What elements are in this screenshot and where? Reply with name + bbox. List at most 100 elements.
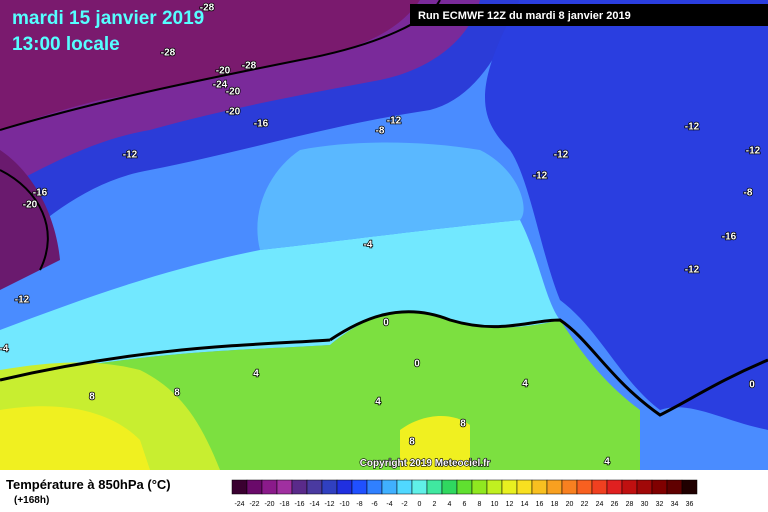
scale-tick-label: 20	[566, 501, 574, 508]
contour-label: -20	[216, 66, 231, 77]
contour-label: -12	[685, 265, 700, 276]
contour-label: 4	[375, 397, 381, 408]
scale-tick-label: 14	[521, 501, 529, 508]
contour-label: 4	[253, 369, 259, 380]
run-info: Run ECMWF 12Z du mardi 8 janvier 2019	[418, 10, 631, 22]
scale-tick-label: 24	[596, 501, 604, 508]
scale-swatch	[261, 479, 278, 495]
contour-label: -16	[33, 188, 48, 199]
contour-label: 0	[749, 380, 755, 391]
contour-label: 4	[522, 379, 528, 390]
contour-label: -24	[213, 80, 228, 91]
contour-label: -12	[533, 171, 548, 182]
scale-tick-label: -8	[356, 501, 362, 508]
scale-swatch	[606, 479, 623, 495]
scale-tick-label: -2	[401, 501, 407, 508]
contour-label: 8	[460, 419, 466, 430]
band-cool-north	[257, 142, 524, 250]
scale-swatch	[306, 479, 323, 495]
scale-tick-label: -24	[234, 501, 244, 508]
scale-swatch	[621, 479, 638, 495]
scale-swatch	[681, 479, 698, 495]
scale-swatch	[231, 479, 248, 495]
scale-tick-label: 22	[581, 501, 589, 508]
contour-label: -28	[200, 3, 215, 14]
scale-swatch	[666, 479, 683, 495]
run-box	[410, 4, 768, 26]
map-time: 13:00 locale	[12, 34, 120, 55]
copyright: Copyright 2019 Meteociel.fr	[360, 458, 491, 469]
scale-swatch	[501, 479, 518, 495]
scale-tick-label: 2	[433, 501, 437, 508]
scale-swatch	[381, 479, 398, 495]
scale-tick-label: -10	[339, 501, 349, 508]
scale-tick-label: -18	[279, 501, 289, 508]
scale-tick-label: -22	[249, 501, 259, 508]
scale-swatch	[366, 479, 383, 495]
contour-label: -16	[722, 232, 737, 243]
scale-tick-label: -4	[386, 501, 392, 508]
map-date: mardi 15 janvier 2019	[12, 8, 204, 29]
contour-labels: -28-28-28-20-24-20-20-16 -12-8-12-16-20-1…	[0, 2, 761, 469]
contour-label: 0	[383, 318, 389, 329]
contour-label: 0	[414, 359, 420, 370]
scale-swatch	[591, 479, 608, 495]
contour-label: 8	[174, 388, 180, 399]
scale-swatch	[336, 479, 353, 495]
scale-tick-label: 28	[626, 501, 634, 508]
contour-label: 8	[409, 437, 415, 448]
scale-tick-label: 16	[536, 501, 544, 508]
scale-swatch	[411, 479, 428, 495]
contour-label: -12	[554, 150, 569, 161]
scale-tick-label: -16	[294, 501, 304, 508]
forecast-lead: (+168h)	[14, 495, 49, 506]
scale-swatch	[396, 479, 413, 495]
band-warm-africa	[400, 415, 470, 470]
scale-tick-label: 8	[478, 501, 482, 508]
contour-label: -12	[123, 150, 138, 161]
contour-label: -20	[226, 107, 241, 118]
scale-swatch	[291, 479, 308, 495]
contour-label: -12	[15, 295, 30, 306]
scale-tick-label: 36	[686, 501, 694, 508]
contour-label: -12	[746, 146, 761, 157]
contour-label: -12	[685, 122, 700, 133]
contour-label: -4	[364, 240, 373, 251]
band-warmer	[0, 406, 150, 470]
contour-label: -8	[744, 188, 753, 199]
scale-tick-label: 26	[611, 501, 619, 508]
color-scale: -24 -22 -20 -18 -16 -14 -12 -10 -8 -6 -4 -2 0 2 4 6 8 10 1…	[231, 479, 698, 508]
band-extreme-cold	[0, 0, 420, 130]
scale-swatch	[651, 479, 668, 495]
scale-tick-label: 10	[491, 501, 499, 508]
scale-tick-label: -12	[324, 501, 334, 508]
scale-tick-label: 4	[448, 501, 452, 508]
contour-label: -8	[376, 126, 385, 137]
temperature-map	[0, 0, 768, 470]
scale-tick-label: 0	[418, 501, 422, 508]
scale-swatch	[351, 479, 368, 495]
contour-label: 8	[89, 392, 95, 403]
scale-tick-label: 32	[656, 501, 664, 508]
scale-swatch	[546, 479, 563, 495]
scale-swatch	[531, 479, 548, 495]
contour-label: -20	[226, 87, 241, 98]
scale-tick-label: 18	[551, 501, 559, 508]
band-cold-east	[485, 0, 768, 430]
contour-label: -28	[242, 61, 257, 72]
contour-label: -12	[387, 116, 402, 127]
scale-swatch	[516, 479, 533, 495]
scale-tick-label: -14	[309, 501, 319, 508]
scale-swatch	[636, 479, 653, 495]
contour-label: -20	[23, 200, 38, 211]
scale-swatch	[321, 479, 338, 495]
scale-tick-label: -20	[264, 501, 274, 508]
scale-swatch	[576, 479, 593, 495]
scale-swatch	[246, 479, 263, 495]
scale-tick-label: 30	[641, 501, 649, 508]
scale-tick-label: 12	[506, 501, 514, 508]
scale-swatch	[471, 479, 488, 495]
scale-swatch	[441, 479, 458, 495]
contour-label: 4	[604, 457, 610, 468]
